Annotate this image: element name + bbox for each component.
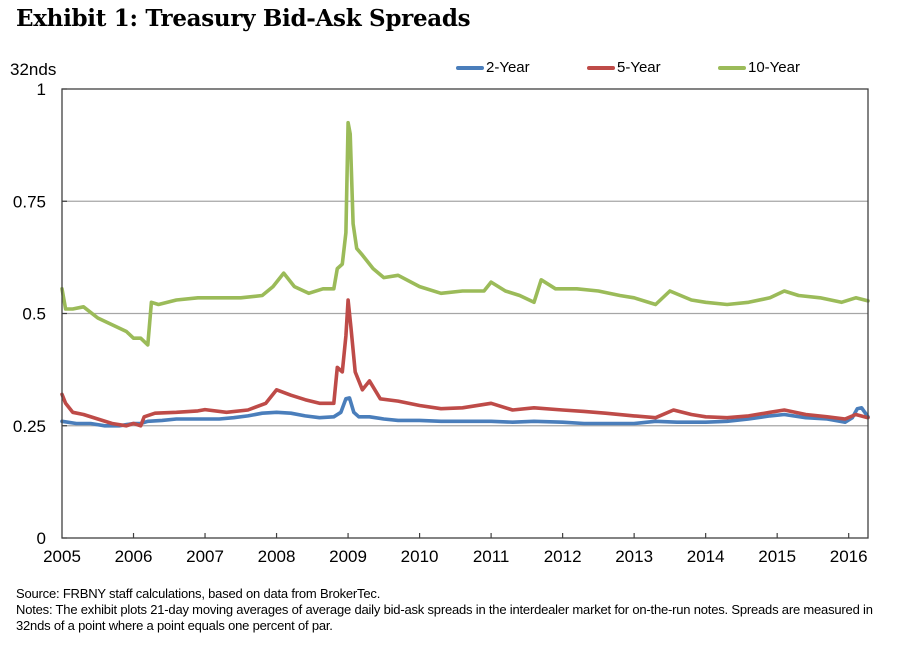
y-tick-label: 1 xyxy=(37,80,46,99)
x-tick-label: 2006 xyxy=(115,547,153,566)
y-tick-label: 0.5 xyxy=(22,305,46,324)
chart-title: Exhibit 1: Treasury Bid-Ask Spreads xyxy=(16,5,471,32)
y-tick-label: 0.25 xyxy=(13,417,46,436)
footnotes: Source: FRBNY staff calculations, based … xyxy=(16,586,886,634)
legend-label: 10-Year xyxy=(748,59,800,76)
x-tick-label: 2005 xyxy=(43,547,81,566)
plot-frame xyxy=(61,88,869,539)
x-tick-label: 2015 xyxy=(758,547,796,566)
legend-item-5-year: 5-Year xyxy=(587,59,661,76)
x-tick-label: 2012 xyxy=(544,547,582,566)
x-tick-label: 2011 xyxy=(473,547,510,566)
legend: 2-Year 5-Year 10-Year xyxy=(0,59,900,81)
y-tick-label: 0.75 xyxy=(13,192,46,211)
x-tick-label: 2010 xyxy=(401,547,439,566)
series-line-10-year xyxy=(60,120,870,347)
series-line-5-year xyxy=(60,298,870,428)
x-tick-label: 2013 xyxy=(615,547,653,566)
legend-label: 2-Year xyxy=(486,59,530,76)
y-tick-label: 0 xyxy=(37,529,46,548)
legend-swatch-2-year xyxy=(456,65,484,70)
legend-swatch-10-year xyxy=(718,65,746,70)
y-axis-ticks: 0 0.25 0.5 0.75 1 xyxy=(13,80,67,548)
y-axis-unit-label: 32nds xyxy=(10,60,57,79)
notes-text: Notes: The exhibit plots 21-day moving a… xyxy=(16,602,873,633)
x-tick-label: 2008 xyxy=(258,547,296,566)
x-tick-label: 2009 xyxy=(329,547,367,566)
legend-swatch-5-year xyxy=(587,65,615,70)
series-lines xyxy=(60,120,870,428)
gridlines xyxy=(62,200,868,427)
source-note: Source: FRBNY staff calculations, based … xyxy=(16,586,381,601)
legend-label: 5-Year xyxy=(617,59,661,76)
series-line-2-year xyxy=(60,396,870,428)
x-tick-label: 2014 xyxy=(687,547,725,566)
x-axis-ticks: 2005 2006 2007 2008 2009 2010 2011 2012 2013 2014… xyxy=(43,533,868,566)
legend-item-2-year: 2-Year xyxy=(456,59,530,76)
legend-item-10-year: 10-Year xyxy=(718,59,800,76)
x-tick-label: 2007 xyxy=(186,547,224,566)
x-tick-label: 2016 xyxy=(830,547,868,566)
